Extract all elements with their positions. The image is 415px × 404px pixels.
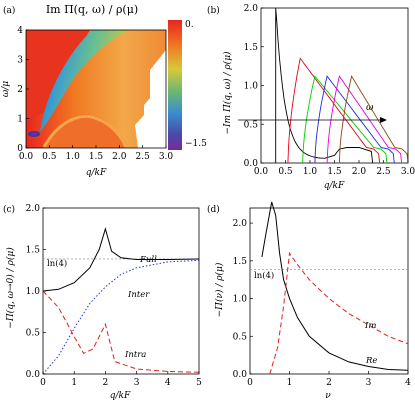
y-tick-label: 1.0	[244, 82, 259, 92]
y-tick-label: 0.0	[26, 370, 41, 380]
y-tick-label: 3	[17, 56, 23, 66]
panel-c-label: (c)	[3, 204, 15, 215]
series-line-inter	[42, 259, 200, 375]
y-tick-label: 0.5	[26, 329, 41, 339]
series-line-re	[261, 201, 409, 371]
x-tick-label: 3	[134, 378, 140, 388]
spectrum-line-4	[314, 75, 395, 164]
spectrum-line-5	[326, 75, 403, 164]
panel-b: (b) 0.0 0.5 1.0 1.5 2.0 2.5 3.0 0.0 0.5 1.0 1.5 2.…	[207, 4, 415, 191]
panel-d-frame	[249, 207, 409, 375]
x-tick-label: 2	[326, 378, 332, 388]
x-tick-label: 2.5	[136, 152, 151, 162]
x-tick-label: 5	[196, 378, 202, 388]
x-tick-label: 0.0	[254, 167, 269, 177]
x-tick-label: 0	[40, 378, 46, 388]
heatmap-dome-edge	[42, 114, 128, 148]
colorbar-bottom-label: −1.5	[185, 139, 207, 149]
panel-b-ylabel: −Im Π(q, ω) / ρ(μ)	[222, 51, 233, 135]
x-tick-label: 3.0	[401, 167, 415, 177]
omega-arrow-label: ω	[366, 103, 374, 113]
label-inter: Inter	[127, 290, 150, 300]
x-tick-label: 0.5	[42, 152, 57, 162]
x-tick-label: 0	[247, 378, 253, 388]
y-tick-label: 2.0	[233, 219, 248, 229]
heatmap-band	[40, 30, 130, 132]
y-tick-label: 2.0	[244, 4, 259, 14]
y-tick-label: 0.5	[233, 332, 248, 342]
panel-d-xlabel: ν	[325, 391, 331, 401]
series-line-intra	[42, 290, 200, 373]
panel-a-xlabel: q/kF	[86, 168, 107, 178]
y-tick-label: 0.5	[244, 120, 259, 130]
x-tick-label: 0.0	[19, 152, 34, 162]
y-tick-label: 0	[17, 144, 23, 154]
heatmap-hotspot-core	[31, 132, 37, 136]
x-tick-label: 4	[405, 378, 411, 388]
panel-b-xlabel: q/kF	[324, 181, 345, 191]
series-line-full	[42, 226, 200, 292]
spectrum-line-1	[275, 7, 374, 164]
x-tick-label: 1	[71, 378, 77, 388]
series-line-im	[269, 251, 409, 375]
panel-a-title: Im Π(q, ω) / ρ(μ)	[46, 3, 138, 16]
y-tick-label: 0.0	[244, 159, 259, 169]
x-tick-label: 2.5	[376, 167, 391, 177]
label-im: Im	[364, 321, 376, 331]
y-tick-label: 2.0	[26, 204, 41, 214]
x-tick-label: 1	[287, 378, 293, 388]
x-tick-label: 4	[165, 378, 171, 388]
y-tick-label: 1	[17, 115, 23, 125]
panel-d-ref-label: ln(4)	[254, 270, 274, 281]
panel-a-ylabel: ω/μ	[1, 81, 11, 97]
y-tick-label: 1.5	[244, 43, 259, 53]
x-tick-label: 3	[366, 378, 372, 388]
spectrum-line-2	[287, 57, 381, 164]
panel-c-ylabel: −Π(q, ω→0) / ρ(μ)	[5, 247, 16, 329]
label-re: Re	[365, 356, 377, 366]
panel-a-label: (a)	[3, 5, 15, 16]
y-tick-label: 2	[17, 85, 23, 95]
panel-d-ylabel: −Π(ν) / ρ(μ)	[214, 262, 225, 317]
y-tick-label: 1.0	[26, 287, 41, 297]
x-tick-label: 1.0	[303, 167, 318, 177]
panel-c-xlabel: q/kF	[110, 391, 131, 401]
panel-b-label: (b)	[207, 5, 220, 16]
label-full: Full	[139, 255, 157, 265]
x-tick-label: 1.0	[66, 152, 81, 162]
panel-d-label: (d)	[207, 204, 220, 215]
x-tick-label: 0.5	[278, 167, 293, 177]
x-tick-label: 2.0	[352, 167, 367, 177]
panel-c-frame	[42, 207, 200, 375]
x-tick-label: 2.0	[112, 152, 127, 162]
y-tick-label: 4	[17, 26, 23, 36]
colorbar	[168, 20, 182, 150]
x-tick-label: 3.0	[159, 152, 174, 162]
panel-a: (a) Im Π(q, ω) / ρ(μ) 0.0 0.5 1.0 1.5 2.0 2.5…	[1, 3, 207, 178]
x-tick-label: 1.5	[89, 152, 104, 162]
spectrum-line-6	[338, 75, 409, 164]
label-intra: Intra	[124, 350, 146, 360]
panel-c-ref-label: ln(4)	[47, 258, 67, 269]
x-tick-label: 1.5	[327, 167, 342, 177]
y-tick-label: 1.5	[26, 246, 41, 256]
y-tick-label: 1.5	[233, 257, 248, 267]
x-tick-label: 2	[103, 378, 109, 388]
colorbar-top-label: 0.	[185, 20, 194, 30]
y-tick-label: 0.0	[233, 370, 248, 380]
y-tick-label: 1.0	[233, 295, 248, 305]
omega-arrowhead	[380, 117, 387, 123]
panel-c: (c) 0 1 2 3 4 5 0.0 0.5 1.0 1.5 2.0 ln(4) Full In…	[3, 204, 202, 401]
spectrum-line-3	[302, 75, 388, 164]
